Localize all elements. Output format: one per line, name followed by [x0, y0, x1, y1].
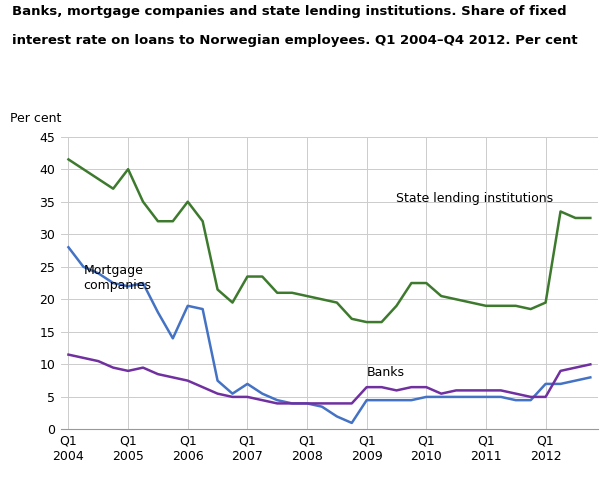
Text: Banks: Banks: [367, 366, 404, 379]
Text: Mortgage
companies: Mortgage companies: [84, 264, 151, 291]
Text: State lending institutions: State lending institutions: [396, 192, 554, 205]
Text: Banks, mortgage companies and state lending institutions. Share of fixed: Banks, mortgage companies and state lend…: [12, 5, 567, 18]
Text: Per cent: Per cent: [10, 112, 62, 125]
Text: interest rate on loans to Norwegian employees. Q1 2004–Q4 2012. Per cent: interest rate on loans to Norwegian empl…: [12, 34, 578, 47]
